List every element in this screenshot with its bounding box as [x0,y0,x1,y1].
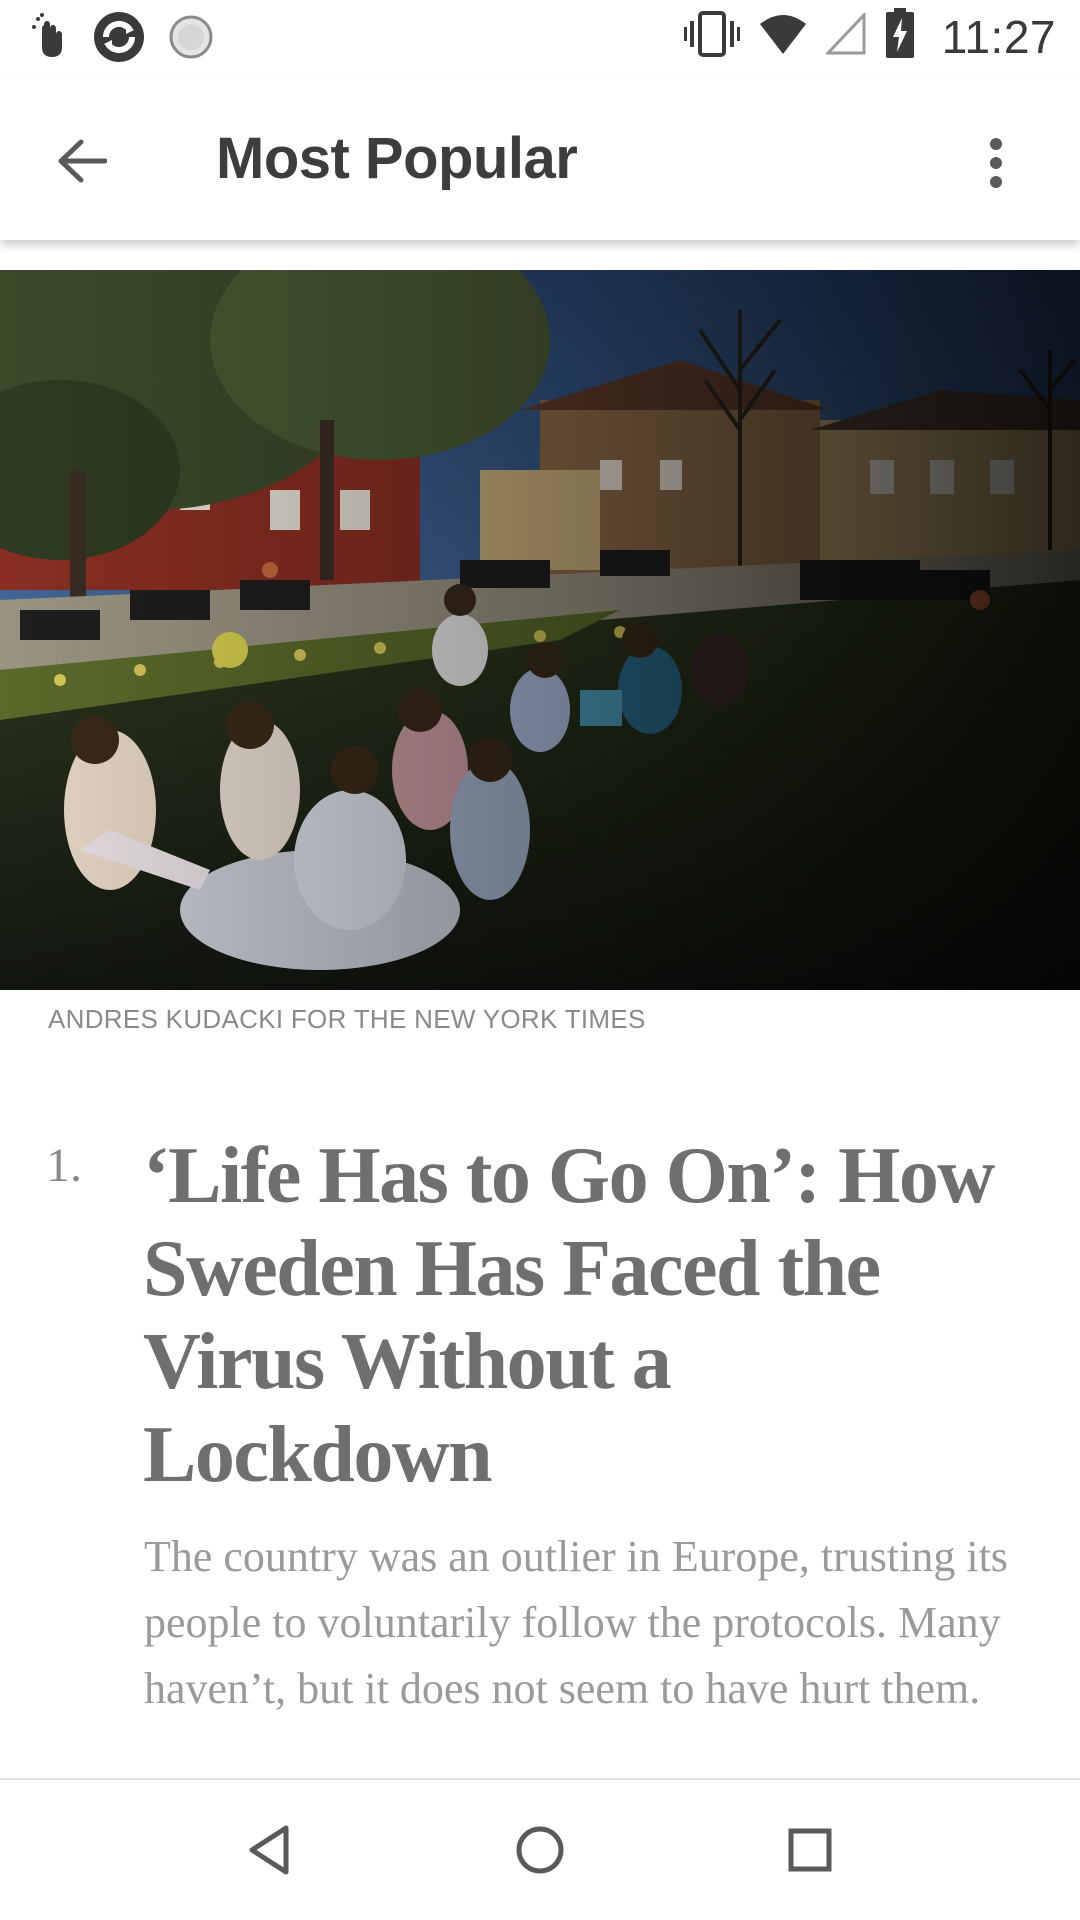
wifi-icon [758,12,808,61]
nav-back-button[interactable] [228,1810,312,1894]
status-time: 11:27 [941,10,1056,63]
page-title: Most Popular [216,126,578,191]
gesture-icon [30,13,70,66]
back-triangle-icon [246,1824,294,1881]
status-left-icons [30,10,214,69]
app-bar: Most Popular [0,75,1080,240]
arrow-back-icon [57,138,108,189]
cell-signal-icon [824,11,866,60]
nav-recents-button[interactable] [768,1810,852,1894]
photo-credit: ANDRES KUDACKI FOR THE NEW YORK TIMES [48,1004,646,1034]
nav-home-button[interactable] [498,1810,582,1894]
loading-circle-icon [168,14,214,65]
sync-app-icon [92,10,146,69]
status-bar: 11:27 [0,0,1080,75]
status-right-icons: 11:27 [683,8,1056,65]
recents-square-icon [786,1826,834,1879]
article-photo[interactable] [0,270,1080,990]
home-circle-icon [514,1824,566,1881]
park-scene-image [0,270,1080,990]
battery-charging-icon [884,8,916,65]
vibrate-icon [683,9,740,64]
back-button[interactable] [40,121,124,205]
more-options-button[interactable] [966,125,1026,205]
more-vert-icon [988,137,1004,194]
article-summary[interactable]: The country was an outlier in Europe, tr… [144,1532,1008,1713]
article-headline[interactable]: ‘Life Has to Go On’: How Sweden Has Face… [143,1132,995,1499]
system-nav-bar [0,1778,1080,1920]
article-rank: 1. [46,1139,82,1192]
